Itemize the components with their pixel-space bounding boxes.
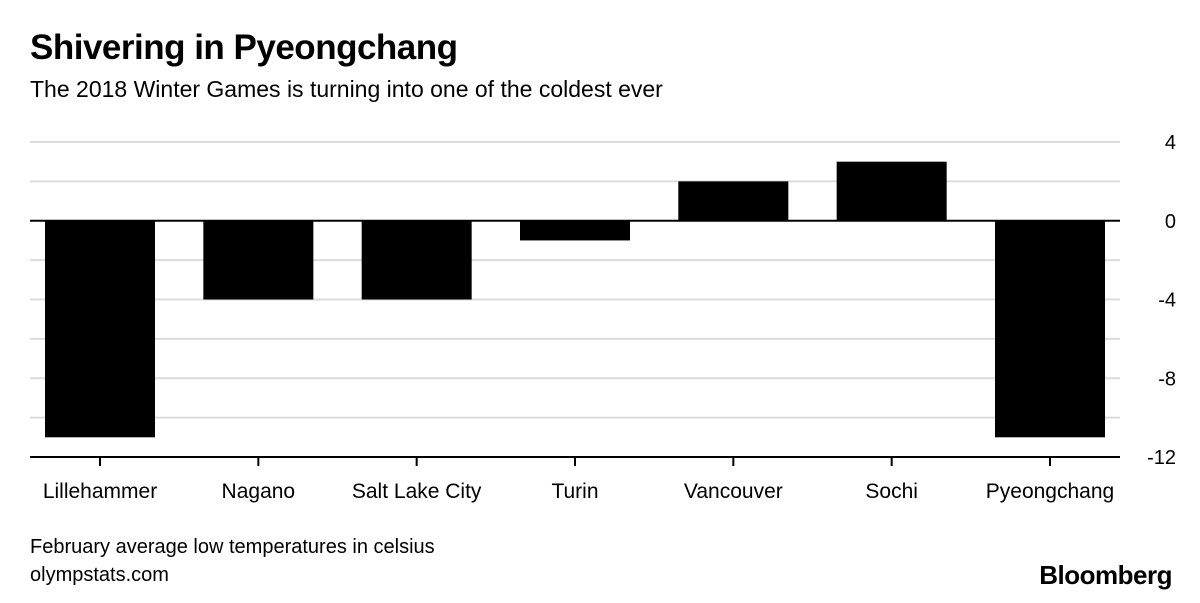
- x-tick-label: Salt Lake City: [352, 480, 482, 503]
- y-tick-label: -4: [1158, 290, 1176, 312]
- x-tick-label: Lillehammer: [43, 480, 157, 503]
- bar-nagano: [203, 220, 314, 300]
- y-tick-label: 0: [1165, 211, 1176, 233]
- y-tick-label: 4: [1165, 132, 1176, 154]
- chart-subtitle: The 2018 Winter Games is turning into on…: [30, 76, 663, 102]
- bar-lillehammer: [45, 220, 155, 438]
- x-tick-label: Sochi: [865, 480, 918, 503]
- bar-pyeongchang: [995, 220, 1105, 438]
- source-credit: olympstats.com: [30, 564, 169, 586]
- y-tick-label: -12: [1147, 447, 1176, 469]
- x-tick-label: Vancouver: [684, 480, 783, 503]
- bar-sochi: [836, 161, 947, 221]
- y-tick-label: -8: [1158, 368, 1176, 390]
- x-tick-label: Nagano: [222, 480, 296, 503]
- bar-turin: [520, 220, 630, 241]
- footer-note: February average low temperatures in cel…: [30, 536, 435, 558]
- bar-salt-lake-city: [361, 220, 472, 300]
- x-tick-label: Turin: [551, 480, 598, 503]
- x-tick-label: Pyeongchang: [986, 480, 1114, 503]
- bloomberg-logo: Bloomberg: [1039, 560, 1172, 590]
- bar-chart: 4 0 -4 -8 -12 Lillehammer Nagano Salt Lake City…: [30, 132, 1176, 503]
- bar-vancouver: [678, 181, 789, 221]
- chart-title: Shivering in Pyeongchang: [30, 28, 458, 67]
